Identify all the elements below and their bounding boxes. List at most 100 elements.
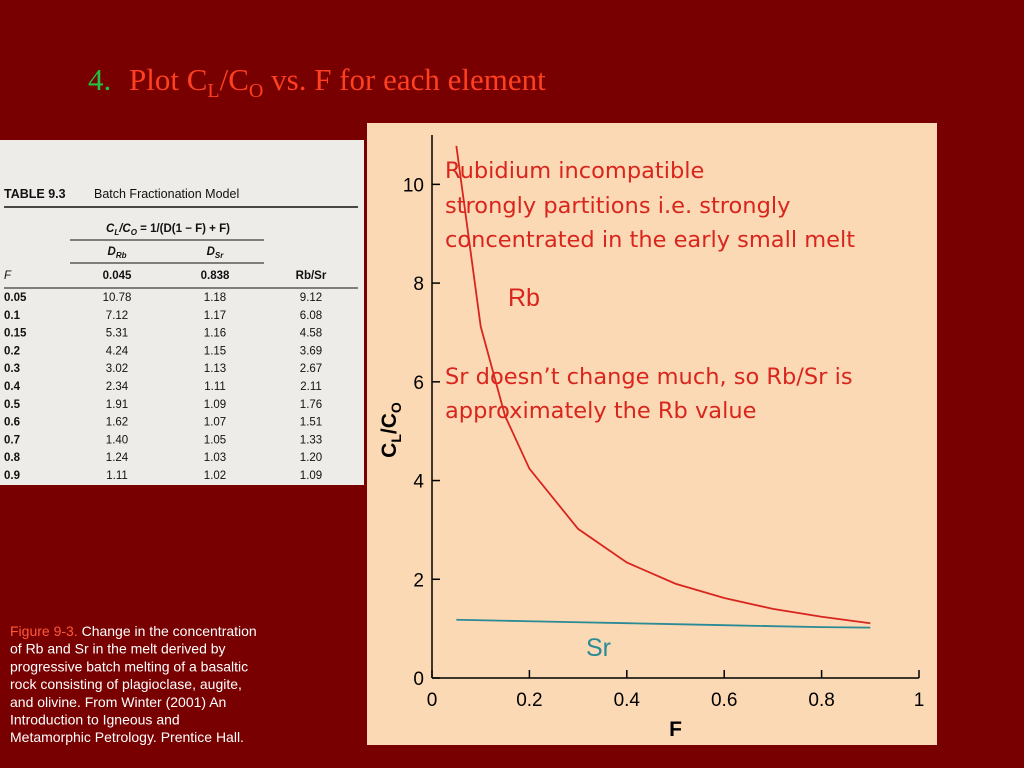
- title-text: /C: [220, 62, 249, 97]
- col-header: DRb: [108, 246, 127, 260]
- x-tick-label: 0.2: [516, 690, 542, 711]
- table-label: TABLE 9.3: [4, 187, 66, 201]
- formula-part: C: [106, 223, 115, 235]
- title-number: 4.: [88, 62, 111, 97]
- y-tick-label: 4: [413, 472, 424, 493]
- plot: 0 2 4 6 8 10 0 0.2 0.4 0.6 0.8 1 F CL/CO Rb Sr Rubidium …: [378, 135, 924, 741]
- table-cell: 5.31: [106, 328, 128, 340]
- annotation: Rubidium incompatible: [445, 158, 704, 184]
- table-cell: 1.13: [204, 363, 226, 375]
- table-cell: 2.11: [300, 381, 322, 393]
- series-label: Sr: [586, 634, 611, 662]
- table-image: [0, 140, 364, 485]
- y-axis-label-part: O: [388, 402, 404, 413]
- col-subheader: Rb/Sr: [296, 270, 327, 282]
- table-cell: 1.02: [204, 470, 226, 482]
- x-tick-label: 0.8: [808, 690, 834, 711]
- table-cell: 1.40: [106, 434, 128, 446]
- table-cell: 1.62: [106, 417, 128, 429]
- y-tick-label: 0: [413, 669, 424, 690]
- table-cell: 1.09: [300, 470, 322, 482]
- table-cell: 0.3: [4, 363, 20, 375]
- table-cell: 2.67: [300, 363, 322, 375]
- y-tick-label: 6: [413, 373, 424, 394]
- annotation: approximately the Rb value: [445, 398, 756, 424]
- annotation: Sr doesn’t change much, so Rb/Sr is: [445, 364, 853, 390]
- table-cell: 1.03: [204, 452, 226, 464]
- caption-line: Figure 9-3. Change in the concentration: [10, 623, 257, 639]
- y-tick-label: 10: [403, 175, 424, 196]
- table-cell: 3.69: [300, 345, 322, 357]
- slide-title: 4. Plot CL/CO vs. F for each element: [88, 62, 546, 102]
- caption-line: progressive batch melting of a basaltic: [10, 658, 248, 674]
- table-cell: 1.20: [300, 452, 322, 464]
- table-cell: 2.34: [106, 381, 129, 393]
- x-axis-label: F: [669, 718, 682, 741]
- caption: Figure 9-3. Change in the concentration o…: [10, 623, 257, 745]
- formula-part: /C: [118, 223, 131, 235]
- table-cell: 0.4: [4, 381, 21, 393]
- annotation: strongly partitions i.e. strongly: [445, 193, 790, 219]
- y-axis-label-part: L: [388, 434, 404, 443]
- caption-line: rock consisting of plagioclase, augite,: [10, 676, 242, 692]
- table-cell: 4.24: [106, 345, 129, 357]
- caption-text: rock consisting of plagioclase, augite,: [10, 676, 242, 692]
- title-sub: O: [249, 80, 263, 102]
- table-cell: 1.16: [204, 328, 226, 340]
- col-header-part: D: [207, 246, 215, 258]
- table-cell: 1.17: [204, 310, 226, 322]
- annotation: concentrated in the early small melt: [445, 227, 855, 253]
- col-subheader: 0.045: [103, 270, 132, 282]
- caption-line: Introduction to Igneous and: [10, 712, 180, 728]
- table-cell: 0.9: [4, 470, 20, 482]
- y-tick-label: 8: [413, 274, 424, 295]
- table-cell: 1.51: [300, 417, 322, 429]
- caption-line: of Rb and Sr in the melt derived by: [10, 641, 226, 657]
- table-cell: 1.15: [204, 345, 226, 357]
- y-tick-label: 2: [413, 570, 424, 591]
- table-cell: 1.91: [106, 399, 128, 411]
- col-subheader: 0.838: [201, 270, 230, 282]
- table-cell: 1.33: [300, 434, 322, 446]
- table-cell: 1.07: [204, 417, 226, 429]
- table-cell: 0.15: [4, 328, 27, 340]
- title-sub: L: [207, 80, 219, 102]
- table-cell: 1.76: [300, 399, 322, 411]
- caption-text: Metamorphic Petrology. Prentice Hall.: [10, 729, 244, 745]
- table-cell: 1.11: [204, 381, 226, 393]
- col-header: DSr: [207, 246, 225, 260]
- table: TABLE 9.3 Batch Fractionation Model CL/C…: [4, 187, 358, 482]
- table-cell: 0.05: [4, 292, 27, 304]
- y-axis-label: CL/CO: [378, 402, 404, 458]
- x-tick-label: 0: [427, 690, 438, 711]
- col-subheader: F: [4, 270, 12, 282]
- caption-line: Metamorphic Petrology. Prentice Hall.: [10, 729, 244, 745]
- formula: CL/CO = 1/(D(1 − F) + F): [106, 223, 230, 237]
- caption-text: Change in the concentration: [78, 623, 257, 639]
- series-label: Rb: [508, 284, 540, 312]
- series-line: [455, 145, 871, 625]
- formula-part: = 1/(D(1 − F) + F): [137, 223, 230, 235]
- caption-text: of Rb and Sr in the melt derived by: [10, 641, 226, 657]
- table-cell: 1.24: [106, 452, 129, 464]
- plot-panel: [367, 123, 937, 745]
- table-cell: 9.12: [300, 292, 322, 304]
- caption-text: Introduction to Igneous and: [10, 712, 180, 728]
- col-header-part: D: [108, 246, 116, 258]
- table-cell: 4.58: [300, 328, 322, 340]
- table-cell: 0.8: [4, 452, 21, 464]
- caption-line: and olivine. From Winter (2001) An: [10, 694, 226, 710]
- x-tick-label: 1: [914, 690, 925, 711]
- table-cell: 7.12: [106, 310, 128, 322]
- table-title: Batch Fractionation Model: [94, 187, 239, 201]
- col-header-part: Rb: [116, 251, 127, 260]
- series-line: [456, 618, 871, 629]
- table-cell: 0.5: [4, 399, 21, 411]
- x-tick-label: 0.6: [711, 690, 737, 711]
- table-cell: 0.6: [4, 417, 20, 429]
- caption-text: progressive batch melting of a basaltic: [10, 658, 248, 674]
- title-text: Plot C: [129, 62, 207, 97]
- title-text: vs. F for each element: [263, 62, 546, 97]
